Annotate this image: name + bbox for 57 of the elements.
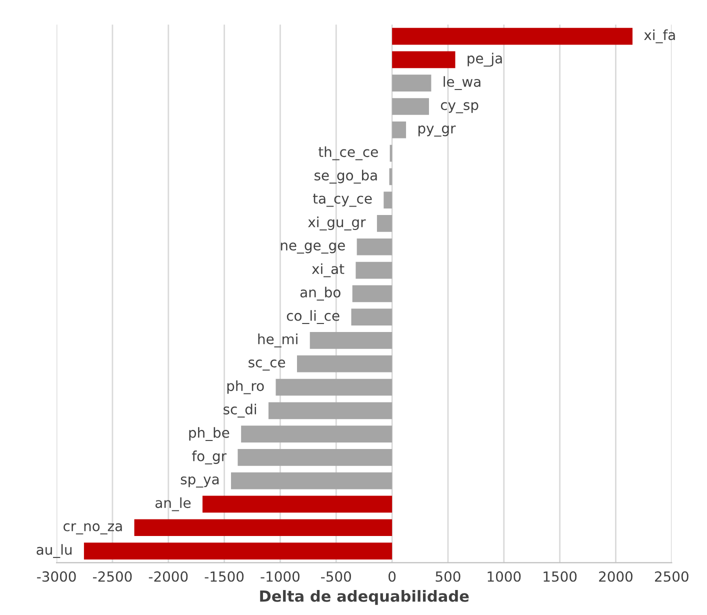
y-tick-label: xi_at [312, 263, 344, 278]
x-tick-label: 1500 [544, 571, 577, 582]
y-tick-label: ph_be [189, 427, 230, 441]
y-tick-label: co_li_ce [286, 310, 340, 324]
y-tick-label: se_go_ba [314, 170, 377, 184]
y-tick-label: cy_sp [440, 102, 478, 114]
bar [241, 426, 392, 442]
bar [134, 519, 392, 536]
x-tick-label: 2500 [654, 571, 688, 582]
y-tick-label: ne_ge_ge [280, 242, 345, 254]
bar [392, 51, 456, 68]
y-tick-label: ta_cy_ce [312, 194, 372, 207]
bar [268, 402, 392, 420]
y-tick-label: an_bo [300, 286, 340, 301]
bar [376, 215, 392, 232]
y-tick-label: ph_ro [227, 380, 264, 394]
y-tick-label: py_gr [418, 126, 456, 137]
bar [297, 355, 392, 372]
y-tick-label: th_ce_ce [318, 146, 378, 160]
bar [310, 332, 392, 349]
x-tick-label: -1000 [260, 571, 300, 582]
x-tick-label: -2500 [92, 571, 132, 582]
bar [392, 28, 633, 45]
bar [392, 121, 406, 138]
x-axis-title: Delta de adequabilidade [260, 590, 469, 605]
x-tick-label: -3000 [37, 571, 76, 582]
y-tick-label: xi_fa [644, 29, 675, 44]
bar [276, 378, 392, 396]
y-tick-label: an_le [155, 497, 191, 512]
bar [384, 192, 392, 208]
y-tick-label: xi_gu_gr [308, 216, 366, 230]
x-tick-label: 1000 [488, 571, 521, 582]
y-tick-label: sc_di [224, 404, 256, 418]
y-tick-label: sc_ce [248, 360, 286, 371]
bar [356, 262, 392, 279]
x-tick-label: 0 [388, 571, 396, 582]
x-tick-label: 2000 [599, 571, 632, 582]
bar [231, 472, 392, 490]
x-tick-label: -1500 [204, 571, 244, 582]
y-tick-label: au_lu [36, 544, 72, 558]
bar [352, 285, 392, 302]
y-tick-label: pe_ja [468, 52, 502, 67]
bar [202, 496, 392, 513]
y-tick-label: sp_ya [180, 476, 219, 488]
bar [351, 308, 392, 326]
bar [356, 238, 392, 256]
y-tick-label: he_mi [258, 334, 298, 348]
y-tick-label: fo_gr [192, 450, 227, 464]
x-tick-label: 500 [436, 571, 460, 582]
x-tick-label: -500 [321, 571, 351, 582]
bar [238, 449, 392, 466]
bar [84, 542, 392, 560]
y-tick-label: cr_no_za [64, 523, 122, 534]
bar [392, 98, 429, 115]
bar [392, 74, 432, 92]
x-tick-label: -2000 [148, 571, 188, 582]
y-tick-label: le_wa [444, 76, 480, 90]
